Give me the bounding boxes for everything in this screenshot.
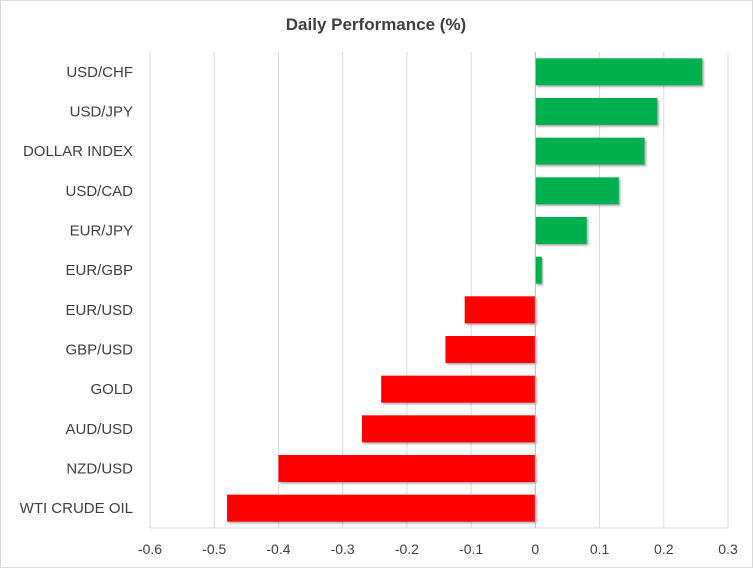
category-label: NZD/USD [66,461,133,478]
bar [535,177,619,205]
category-label: AUD/USD [65,421,133,438]
x-tick-labels: -0.6 -0.5 -0.4 -0.3 -0.2 -0.1 0 0.1 0.2 0.3 [138,541,738,557]
x-tick-label: -0.3 [331,541,355,557]
bar [535,217,587,244]
bar [464,296,536,324]
bar [535,137,645,165]
category-label: USD/CAD [65,183,133,200]
category-label: EUR/GBP [65,262,133,279]
bar [535,58,703,86]
category-label: EUR/USD [65,302,133,319]
category-label: USD/CHF [66,64,133,81]
bars [227,52,703,528]
category-label: USD/JPY [70,104,133,121]
x-tick-label: -0.2 [395,541,419,557]
x-tick-label: 0.1 [590,541,610,557]
category-label: DOLLAR INDEX [23,143,133,160]
bar [535,98,658,125]
bar [227,494,536,522]
bar [278,455,536,482]
x-tick-label: 0.3 [718,541,738,557]
x-tick-label: 0.2 [654,541,674,557]
category-label: WTI CRUDE OIL [20,500,133,517]
category-label: GBP/USD [65,342,133,359]
x-tick-label: -0.1 [459,541,483,557]
x-tick-label: 0 [531,541,539,557]
bar [361,415,536,443]
bar [381,375,536,403]
chart-title: Daily Performance (%) [286,15,466,34]
bar [445,336,536,363]
bar [535,256,542,284]
category-label: EUR/JPY [70,223,133,240]
x-tick-label: -0.6 [138,541,162,557]
x-tick-label: -0.5 [202,541,226,557]
category-labels: USD/CHF USD/JPY DOLLAR INDEX USD/CAD EUR/JPY… [20,64,134,517]
category-label: GOLD [90,381,133,398]
x-tick-label: -0.4 [266,541,290,557]
